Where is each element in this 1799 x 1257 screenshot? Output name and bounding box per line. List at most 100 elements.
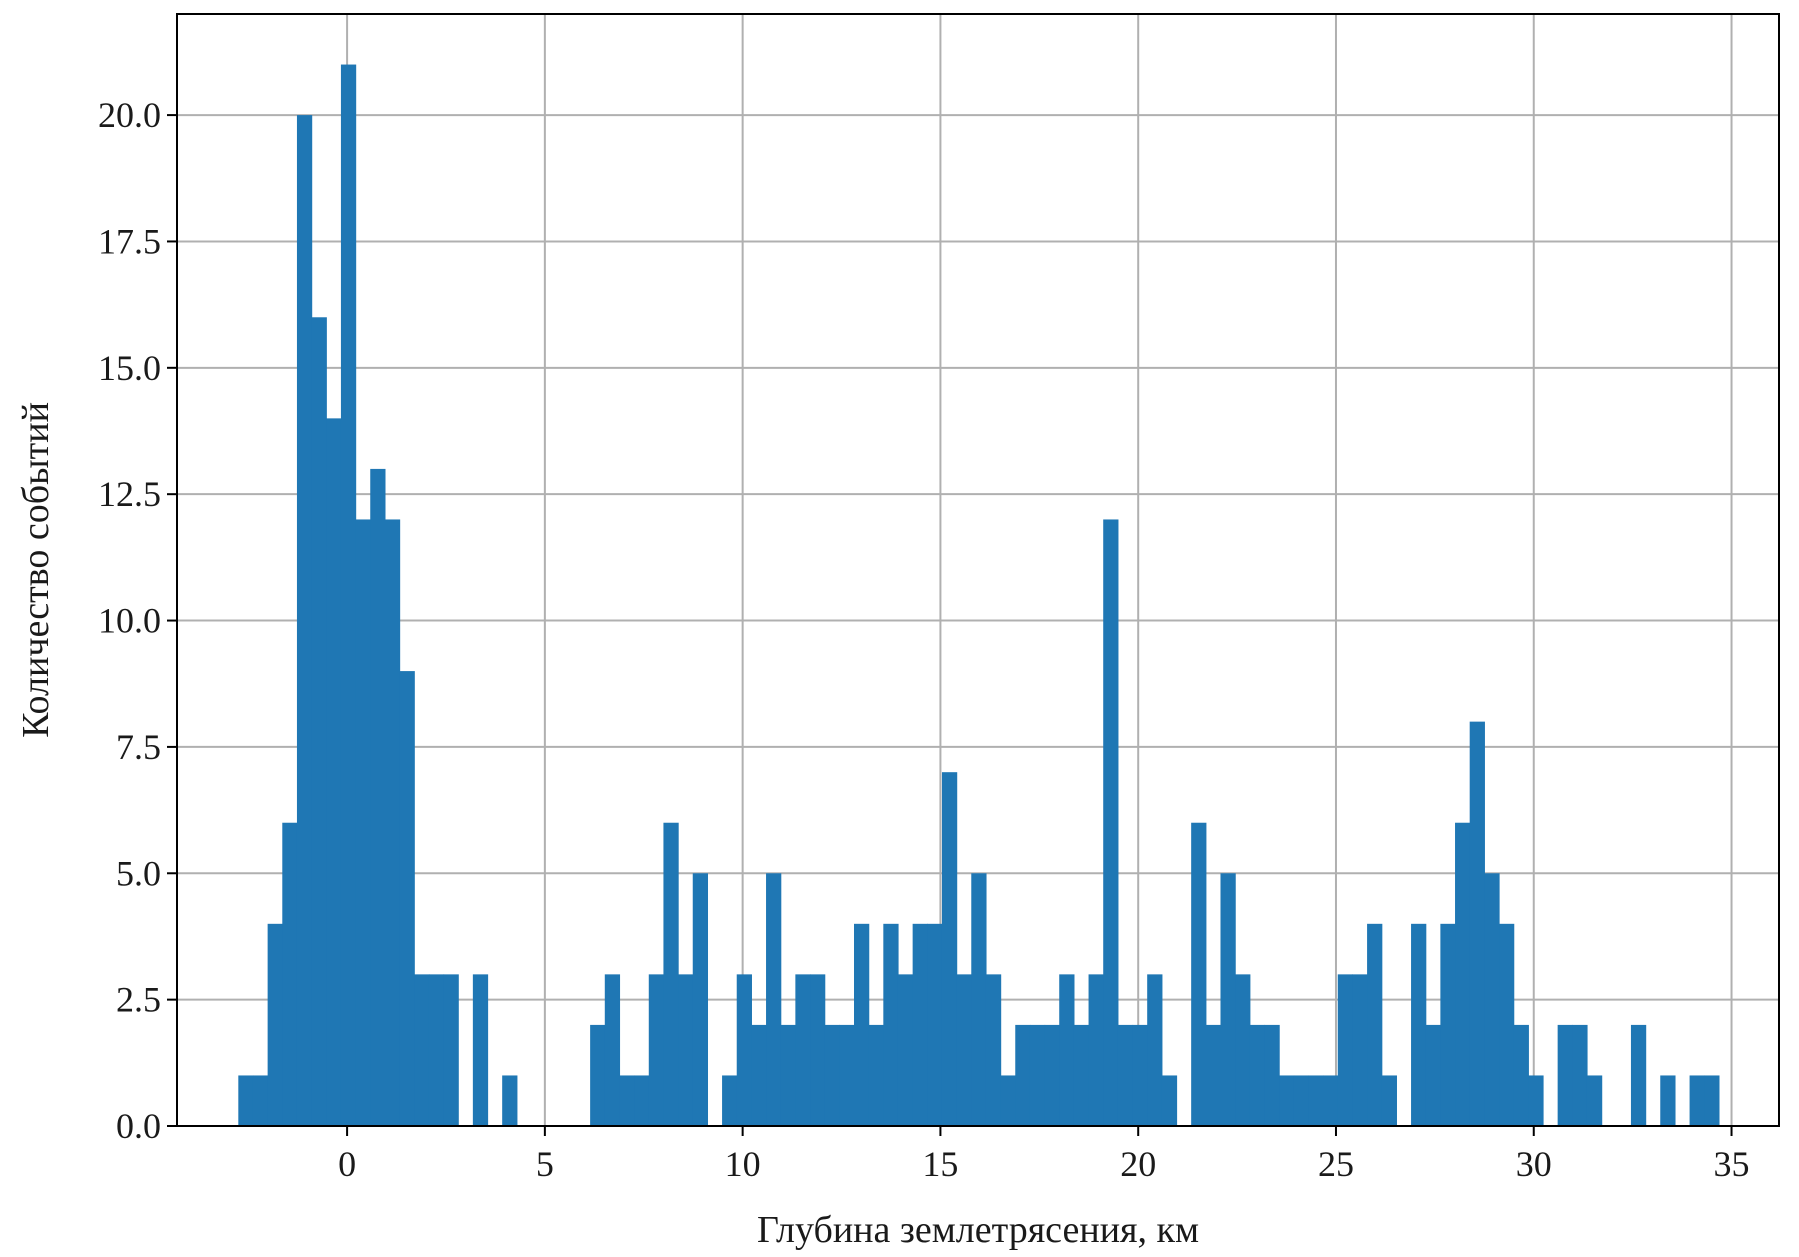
histogram-bar: [590, 1024, 606, 1126]
histogram-bar: [971, 873, 987, 1126]
histogram-bar: [795, 974, 811, 1126]
histogram-bar: [267, 923, 283, 1126]
x-tick-label: 30: [1516, 1144, 1552, 1184]
histogram-bar: [238, 1075, 254, 1126]
histogram-bar: [839, 1024, 855, 1126]
histogram-bar: [1630, 1024, 1647, 1126]
histogram-bar: [1015, 1024, 1031, 1126]
y-tick-label: 7.5: [116, 727, 161, 767]
histogram-bar: [1132, 1024, 1148, 1126]
histogram-bar: [472, 974, 489, 1126]
histogram-bar: [443, 974, 459, 1126]
histogram-bar: [663, 822, 679, 1126]
histogram-bar: [780, 1024, 796, 1126]
y-tick-label: 17.5: [98, 221, 161, 261]
y-tick-label: 15.0: [98, 348, 161, 388]
grid-lines: [177, 14, 1779, 1127]
histogram-bar: [1586, 1075, 1603, 1126]
histogram-bar: [399, 671, 415, 1126]
histogram-bar: [1440, 923, 1456, 1126]
y-tick-label: 10.0: [98, 601, 161, 641]
x-tick-labels: 0 5 10 15 20 25 30 35: [338, 1144, 1749, 1184]
histogram-bar: [1689, 1075, 1705, 1126]
histogram-bar: [1000, 1075, 1016, 1126]
histogram-bar: [1484, 873, 1500, 1126]
histogram-bar: [1191, 822, 1207, 1126]
histogram-bar: [296, 115, 313, 1126]
plot-area-frame: [176, 13, 1780, 1127]
x-tick-label: 35: [1714, 1144, 1750, 1184]
histogram-bar: [619, 1075, 635, 1126]
histogram-bar: [1499, 923, 1515, 1126]
histogram-bar: [1235, 974, 1251, 1126]
y-tick-labels: 0.0 2.5 5.0 7.5 10.0 12.5 15.0 17.5 20.0: [98, 95, 161, 1146]
axis-ticks: [167, 114, 1733, 1136]
histogram-bar: [1117, 1024, 1134, 1126]
histogram-bar: [384, 519, 401, 1126]
histogram-bar: [1455, 822, 1471, 1126]
histogram-bar: [985, 974, 1002, 1126]
histogram-bar: [736, 974, 752, 1126]
histogram-bar: [1469, 721, 1485, 1126]
histogram-bar: [428, 974, 445, 1126]
histogram-bar: [1029, 1024, 1046, 1126]
histogram-bar: [1205, 1024, 1222, 1126]
histogram-bar: [941, 772, 958, 1126]
histogram-bar: [1337, 974, 1354, 1126]
histogram-bar: [1660, 1075, 1676, 1126]
y-tick-label: 12.5: [98, 474, 161, 514]
histogram-bar: [1367, 923, 1383, 1126]
histogram-bar: [1044, 1024, 1060, 1126]
histogram-bar: [414, 974, 430, 1126]
x-tick-label: 0: [338, 1144, 356, 1184]
histogram-bar: [897, 974, 914, 1126]
histogram-bar: [678, 974, 694, 1126]
histogram-bar: [604, 974, 621, 1126]
histogram-bar: [1103, 519, 1119, 1126]
histogram-bar: [824, 1024, 840, 1126]
histogram-bar: [766, 873, 782, 1126]
histogram-bar: [1323, 1075, 1339, 1126]
x-tick-label: 15: [922, 1144, 958, 1184]
histogram-bar: [1557, 1024, 1573, 1126]
histogram-bar: [311, 317, 327, 1127]
histogram-bar: [502, 1075, 518, 1126]
histogram-bar: [1513, 1024, 1529, 1126]
histogram-bar: [868, 1024, 884, 1126]
x-tick-label: 25: [1318, 1144, 1354, 1184]
histogram-bar: [1059, 974, 1075, 1126]
x-tick-label: 10: [725, 1144, 761, 1184]
histogram-bar: [1528, 1075, 1544, 1126]
histogram-bar: [1147, 974, 1163, 1126]
histogram-bar: [634, 1075, 650, 1126]
y-tick-label: 2.5: [116, 980, 161, 1020]
x-tick-label: 5: [536, 1144, 554, 1184]
histogram-bar: [692, 873, 709, 1126]
histogram-bar: [282, 822, 298, 1126]
histogram-bar: [927, 923, 943, 1126]
histogram-bar: [883, 923, 899, 1126]
histogram-bar: [1381, 1075, 1397, 1126]
histogram-bar: [1088, 974, 1104, 1126]
histogram-bar: [370, 468, 386, 1127]
x-tick-label: 20: [1120, 1144, 1156, 1184]
histogram-bar: [912, 923, 928, 1126]
y-tick-label: 20.0: [98, 95, 161, 135]
histogram-bar: [810, 974, 826, 1126]
histogram-bar: [1352, 974, 1368, 1126]
histogram-bar: [1308, 1075, 1324, 1126]
histogram-bar: [956, 974, 972, 1126]
histogram-bar: [355, 519, 371, 1126]
histogram-bar: [1293, 1075, 1310, 1126]
histogram-bar: [340, 64, 357, 1127]
x-axis-title: Глубина землетрясения, км: [757, 1209, 1199, 1251]
histogram-bar: [1411, 923, 1427, 1126]
histogram-bar: [1279, 1075, 1295, 1126]
histogram-bar: [1425, 1024, 1441, 1126]
histogram-bar: [1073, 1024, 1090, 1126]
y-axis-title: Количество событий: [15, 402, 57, 738]
histogram-bar: [722, 1075, 738, 1126]
y-tick-label: 0.0: [116, 1106, 161, 1146]
y-tick-label: 5.0: [116, 853, 161, 893]
